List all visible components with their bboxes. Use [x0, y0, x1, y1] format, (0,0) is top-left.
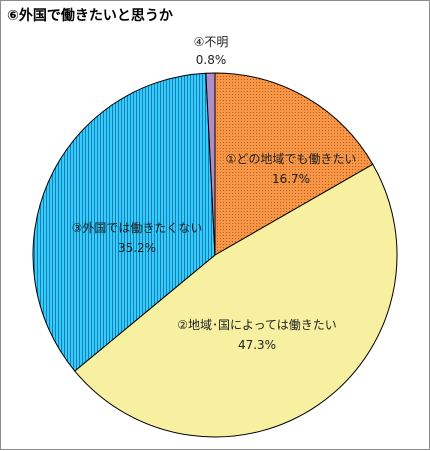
- slice-label-1: ①どの地域でも働きたい: [226, 152, 357, 166]
- pie-slice-2: [74, 163, 398, 438]
- chart-title: ⑥外国で働きたいと思うか: [7, 8, 173, 24]
- slice-label-3: ③外国では働きたくない: [72, 221, 203, 235]
- pie-slice-3: [32, 72, 216, 372]
- slice-value-label-2: 47.3%: [238, 338, 276, 352]
- slice-value-label-4: 0.8%: [196, 53, 227, 67]
- slice-label-4: ④不明: [194, 35, 229, 49]
- slice-value-label-1: 16.7%: [272, 172, 310, 186]
- slice-value-label-3: 35.2%: [118, 241, 156, 255]
- pie-slice-1: [214, 72, 374, 256]
- pie-slice-4: [205, 72, 216, 256]
- slice-label-2: ②地域･国によっては働きたい: [177, 318, 337, 332]
